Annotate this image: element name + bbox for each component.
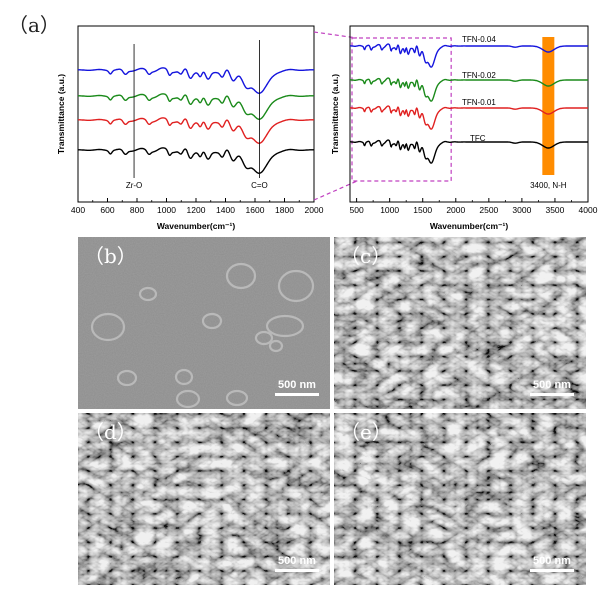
x-tick-label: 1600: [246, 205, 265, 215]
scale-bar-e: [530, 569, 574, 572]
spectrum-line-1: [350, 105, 588, 130]
scale-bar-label-b: 500 nm: [278, 379, 316, 391]
legend-tfc: TFC: [470, 134, 486, 143]
x-ticks-right: 500 1000 1500 2000 2500 3000 3500 4000: [350, 198, 598, 215]
panel-a-label: （a）: [8, 13, 60, 37]
spectrum-line-0: [78, 147, 314, 175]
x-tick-label: 2000: [446, 205, 465, 215]
spectrum-line-2: [350, 77, 588, 102]
x-tick-label: 1000: [157, 205, 176, 215]
spectrum-line-1: [78, 117, 314, 145]
x-axis-label-right: Wavenumber(cm⁻¹): [430, 221, 508, 231]
scale-bar-label-c: 500 nm: [533, 379, 571, 391]
plot-frame-left: [77, 25, 315, 203]
zr-o-annotation: Zr-O: [126, 181, 142, 190]
scale-bar-d: [275, 569, 319, 572]
sem-image-e: （e） 500 nm: [334, 413, 586, 585]
legend-tfn-004: TFN-0.04: [462, 35, 496, 44]
series-lines-right: [350, 43, 588, 164]
zoom-region-box: [351, 37, 452, 182]
x-tick-label: 800: [130, 205, 144, 215]
x-tick-label: 3500: [545, 205, 564, 215]
x-tick-label: 1800: [275, 205, 294, 215]
n-h-band-label: 3400, N-H: [530, 181, 567, 190]
panel-c-label: （c）: [340, 244, 391, 268]
scale-bar-label-d: 500 nm: [278, 555, 316, 567]
x-tick-label: 1200: [187, 205, 206, 215]
x-tick-label: 400: [71, 205, 85, 215]
series-lines-left: [78, 67, 314, 175]
panel-b-label: （b）: [84, 244, 137, 268]
x-tick-label: 500: [350, 205, 364, 215]
panel-e-label: （e）: [340, 420, 392, 444]
x-tick-label: 1000: [380, 205, 399, 215]
scale-bar-b: [275, 393, 319, 396]
x-tick-label: 3000: [512, 205, 531, 215]
plot-frame-right: [349, 25, 589, 203]
ftir-chart-left: 400 600 800 1000 1200 1400 1600 1800 2000 Zr-O C…: [56, 25, 324, 231]
scale-bar-c: [530, 393, 574, 396]
zoom-connector-top: [313, 31, 358, 39]
scale-bar-label-e: 500 nm: [533, 555, 571, 567]
x-tick-label: 1500: [413, 205, 432, 215]
x-tick-label: 2500: [479, 205, 498, 215]
spectrum-line-2: [78, 93, 314, 121]
x-tick-label: 600: [100, 205, 114, 215]
legend-tfn-002: TFN-0.02: [462, 71, 496, 80]
x-axis-label-left: Wavenumber(cm⁻¹): [157, 221, 235, 231]
x-tick-label: 2000: [305, 205, 324, 215]
x-ticks-left: 400 600 800 1000 1200 1400 1600 1800 2000: [71, 198, 324, 215]
spectrum-line-0: [350, 139, 588, 164]
ftir-chart-right: 500 1000 1500 2000 2500 3000 3500 4000 TFN-0.04…: [330, 25, 598, 231]
panel-d-label: （d）: [84, 420, 137, 444]
sem-image-d: （d） 500 nm: [78, 413, 330, 585]
spectrum-line-3: [350, 43, 588, 68]
pore-rings: [90, 262, 315, 409]
c-o-annotation: C=O: [251, 181, 268, 190]
zoom-connector-bottom: [313, 180, 358, 201]
spectrum-line-3: [78, 67, 314, 95]
y-axis-label-right: Transmittance (a.u.): [330, 74, 340, 154]
x-tick-label: 1400: [216, 205, 235, 215]
sem-image-c: （c） 500 nm: [334, 237, 586, 409]
x-tick-label: 4000: [579, 205, 598, 215]
y-axis-label-left: Transmittance (a.u.): [56, 74, 66, 154]
sem-image-b: （b） 500 nm: [78, 237, 330, 409]
legend-tfn-001: TFN-0.01: [462, 98, 496, 107]
n-h-highlight-band: [542, 37, 555, 175]
